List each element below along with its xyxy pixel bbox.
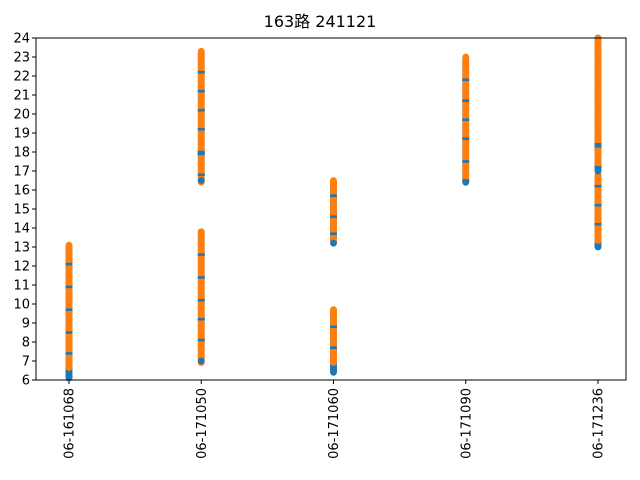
x-tick-label: 06-171236 [592, 388, 607, 459]
data-point [330, 369, 337, 376]
y-tick-label: 9 [22, 317, 30, 332]
y-tick-label: 24 [13, 32, 30, 47]
y-tick-label: 12 [13, 260, 30, 275]
data-point [594, 243, 602, 251]
data-point [197, 276, 205, 279]
data-point [197, 152, 205, 156]
y-tick-label: 19 [13, 127, 30, 142]
x-tick-label: 06-171050 [195, 388, 210, 459]
data-point [197, 338, 205, 342]
data-point [330, 325, 337, 329]
y-tick-label: 17 [13, 165, 30, 180]
data-point [197, 317, 205, 321]
data-point [594, 167, 602, 175]
data-point [330, 215, 337, 218]
x-tick-label: 06-171090 [459, 388, 474, 459]
data-point [197, 108, 205, 112]
data-point [330, 194, 337, 197]
data-point [462, 118, 470, 121]
data-point [65, 285, 73, 289]
data-point [330, 367, 337, 370]
data-point [594, 184, 602, 188]
data-point [594, 203, 602, 207]
x-tick-label: 06-171060 [327, 388, 342, 459]
y-tick-label: 6 [22, 374, 30, 389]
data-point [65, 262, 73, 266]
y-axis: 6 7 8 9 10 11 12 13 14 15 16 17 18 19 20 21 22 23 24 [13, 32, 36, 389]
data-point [197, 177, 205, 184]
data-point [65, 331, 73, 334]
x-axis: 06-161068 06-171050 06-171060 06-171090 06-1… [63, 380, 607, 459]
y-tick-label: 23 [13, 51, 30, 66]
y-tick-label: 11 [13, 279, 30, 294]
data-point [65, 308, 73, 311]
y-tick-label: 7 [22, 355, 30, 370]
y-tick-label: 8 [22, 336, 30, 351]
data-point [65, 371, 73, 374]
y-tick-label: 18 [13, 146, 30, 161]
data-point [594, 143, 602, 146]
data-points [65, 34, 602, 382]
data-point [65, 364, 73, 371]
chart-title: 163路 241121 [263, 12, 377, 31]
data-point [462, 78, 470, 82]
axes-frame [35, 37, 627, 381]
data-point [330, 239, 337, 247]
data-point [594, 237, 602, 245]
data-point [462, 179, 470, 186]
data-point [330, 359, 337, 366]
data-point [197, 173, 205, 177]
data-point [197, 89, 205, 93]
y-tick-label: 22 [13, 70, 30, 85]
data-point [330, 346, 337, 349]
data-point [197, 127, 205, 131]
y-tick-label: 16 [13, 184, 30, 199]
y-tick-label: 15 [13, 203, 30, 218]
x-tick-label: 06-161068 [63, 388, 78, 459]
data-point [197, 253, 205, 256]
data-point [65, 352, 73, 355]
y-tick-label: 14 [13, 222, 30, 237]
y-tick-label: 13 [13, 241, 30, 256]
data-point [462, 160, 470, 163]
data-point [594, 145, 602, 148]
data-point [330, 232, 337, 235]
data-point [197, 357, 205, 365]
data-point [197, 150, 205, 154]
data-point [197, 298, 205, 302]
y-tick-label: 10 [13, 298, 30, 313]
data-point [462, 99, 470, 102]
data-point [594, 222, 602, 226]
y-tick-label: 21 [13, 89, 30, 104]
data-point [462, 137, 470, 140]
data-point [197, 70, 205, 74]
series-series_blue-overlay [65, 70, 602, 382]
data-point [594, 165, 602, 169]
y-tick-label: 20 [13, 108, 30, 123]
